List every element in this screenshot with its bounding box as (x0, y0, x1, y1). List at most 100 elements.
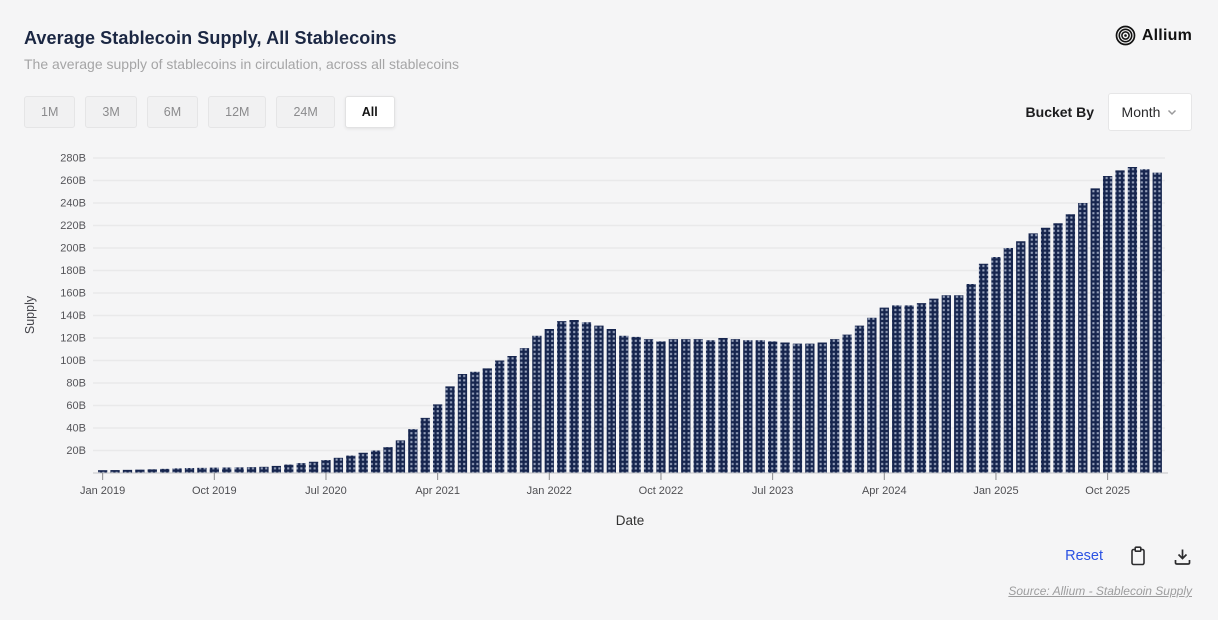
bar[interactable]: Dec 2025: 272B (1127, 167, 1138, 473)
bar[interactable]: Jan 2021: 29B (395, 440, 406, 473)
bar[interactable]: May 2024: 149B (892, 305, 902, 473)
chart-canvas[interactable]: 20B 40B 60B 80B 100B 120B 140B 160B 180B 200B 220B… (0, 145, 1218, 535)
bar[interactable]: Feb 2019: 2.6B (110, 470, 120, 473)
bar[interactable]: Apr 2020: 7.5B (284, 464, 294, 473)
bar[interactable]: Nov 2025: 269B (1115, 170, 1125, 473)
bar[interactable]: Jun 2020: 10B (308, 461, 319, 473)
bar[interactable]: Jun 2023: 118B (755, 340, 765, 473)
bar[interactable]: Jan 2025: 192B (991, 257, 1001, 473)
supply-bar-chart[interactable]: 20B 40B 60B 80B 100B 120B 140B 160B 180B 200B 220B… (0, 145, 1218, 535)
bar[interactable]: Sep 2020: 15.5B (346, 455, 356, 473)
bar[interactable]: Dec 2023: 119B (830, 339, 840, 473)
bar[interactable]: Jun 2025: 222B (1053, 223, 1063, 473)
bar[interactable]: Jul 2020: 11.5B (321, 460, 331, 473)
range-button-1m[interactable]: 1M (24, 96, 76, 128)
bar[interactable]: Mar 2022: 136B (569, 320, 579, 473)
bar[interactable]: Apr 2022: 134B (581, 322, 592, 473)
range-button-3m[interactable]: 3M (85, 96, 137, 128)
range-button-24m[interactable]: 24M (276, 96, 335, 128)
bar[interactable]: Dec 2024: 186B (978, 263, 989, 473)
reset-button[interactable]: Reset (1065, 548, 1103, 564)
bar[interactable]: Jul 2024: 151B (916, 303, 927, 473)
bar[interactable]: Apr 2021: 61B (432, 404, 443, 473)
bar[interactable]: Jul 2022: 122B (619, 335, 629, 473)
range-button-6m[interactable]: 6M (146, 96, 199, 128)
bar[interactable]: May 2022: 131B (594, 325, 604, 473)
bar[interactable]: Jan 2019: 2.5B (98, 470, 108, 473)
bar[interactable]: Mar 2023: 120B (718, 338, 728, 473)
bar[interactable]: Mar 2024: 138B (867, 317, 877, 473)
bar[interactable]: Aug 2025: 240B (1078, 203, 1088, 473)
bar[interactable]: Mar 2019: 2.8B (122, 469, 133, 473)
bar[interactable]: Jul 2023: 117B (767, 341, 778, 473)
bar[interactable]: May 2023: 118B (743, 340, 753, 473)
bar[interactable]: Oct 2021: 104B (507, 356, 517, 473)
bar[interactable]: Jun 2024: 149B (904, 305, 914, 473)
bar[interactable]: Jul 2021: 90B (470, 371, 480, 473)
bar[interactable]: Oct 2023: 115B (805, 343, 815, 473)
bar[interactable]: Dec 2021: 122B (532, 335, 542, 473)
bar[interactable]: Nov 2022: 119B (668, 339, 679, 473)
bar[interactable]: Mar 2025: 206B (1016, 241, 1026, 473)
bar[interactable]: Feb 2026: 267B (1152, 172, 1162, 473)
bar[interactable]: Oct 2024: 158B (954, 295, 964, 473)
download-button[interactable] (1173, 547, 1192, 566)
bar[interactable]: Feb 2024: 131B (854, 325, 865, 473)
bar[interactable]: Feb 2023: 118B (705, 340, 716, 473)
bar[interactable]: Jan 2026: 270B (1140, 169, 1150, 473)
bar[interactable]: Feb 2025: 200B (1003, 248, 1014, 473)
bar[interactable]: Dec 2020: 23B (383, 447, 393, 473)
bar[interactable]: May 2020: 8.8B (296, 463, 306, 473)
bar[interactable]: Oct 2020: 18B (358, 452, 368, 473)
bar[interactable]: Apr 2025: 213B (1028, 233, 1038, 473)
bar[interactable]: Oct 2025: 264B (1102, 176, 1113, 473)
y-tick-label: 60B (66, 400, 86, 412)
bar[interactable]: Feb 2021: 39B (408, 429, 418, 473)
bar[interactable]: Aug 2024: 155B (929, 298, 939, 473)
bar[interactable]: Apr 2023: 119B (730, 339, 741, 473)
bar[interactable]: Oct 2019: 4.8B (209, 467, 219, 473)
bar[interactable]: Jun 2021: 88B (457, 374, 468, 473)
bar[interactable]: Jan 2024: 123B (842, 334, 852, 473)
bar[interactable]: Sep 2023: 115B (792, 343, 803, 473)
bar[interactable]: Jul 2025: 230B (1065, 214, 1076, 473)
bar[interactable]: Sep 2019: 4.6B (197, 467, 207, 473)
bar[interactable]: Dec 2019: 5B (234, 467, 244, 473)
bar[interactable]: Feb 2022: 135B (557, 321, 567, 473)
range-button-all[interactable]: All (344, 96, 395, 128)
bar[interactable]: Jun 2019: 3.7B (160, 468, 170, 473)
bar[interactable]: Aug 2019: 4.4B (184, 468, 195, 473)
bar[interactable]: Aug 2021: 93B (482, 368, 492, 473)
bar[interactable]: Nov 2024: 168B (966, 284, 976, 473)
bar[interactable]: Aug 2020: 13.5B (333, 457, 344, 473)
bar[interactable]: Dec 2022: 119B (681, 339, 691, 473)
bar[interactable]: Mar 2021: 49B (420, 417, 430, 473)
bar[interactable]: Jan 2020: 5.2B (246, 467, 257, 473)
bar[interactable]: Mar 2020: 6.3B (271, 465, 282, 473)
bar[interactable]: Nov 2020: 20B (370, 450, 381, 474)
bar[interactable]: Nov 2019: 4.9B (222, 467, 232, 473)
bar[interactable]: May 2025: 218B (1040, 227, 1051, 473)
bar[interactable]: Feb 2020: 5.5B (259, 466, 269, 473)
bar[interactable]: Jun 2022: 128B (606, 329, 616, 473)
bar[interactable]: Jan 2022: 128B (544, 329, 554, 473)
bar[interactable]: Nov 2023: 116B (817, 342, 827, 474)
bar[interactable]: Apr 2024: 147B (879, 307, 889, 473)
bar[interactable]: Sep 2021: 100B (495, 360, 505, 474)
bar[interactable]: Jul 2019: 4.1B (172, 468, 182, 473)
bucket-by-select[interactable]: Month (1108, 93, 1192, 131)
source-link[interactable]: Source: Allium - Stablecoin Supply (1008, 584, 1192, 598)
bar[interactable]: Aug 2023: 116B (780, 342, 790, 474)
bar[interactable]: Aug 2022: 121B (631, 336, 641, 473)
bar[interactable]: May 2019: 3.3B (147, 469, 157, 473)
bar[interactable]: Nov 2021: 111B (519, 348, 530, 473)
bar[interactable]: Apr 2019: 3B (135, 469, 145, 473)
bar[interactable]: Sep 2025: 253B (1090, 188, 1100, 473)
range-button-12m[interactable]: 12M (208, 96, 267, 128)
bar[interactable]: Sep 2024: 158B (941, 295, 951, 473)
bar[interactable]: May 2021: 77B (445, 386, 455, 473)
bar[interactable]: Jan 2023: 119B (693, 339, 703, 473)
bar[interactable]: Sep 2022: 119B (643, 339, 654, 473)
copy-to-clipboard-button[interactable] (1129, 546, 1147, 566)
bar[interactable]: Oct 2022: 117B (656, 341, 666, 473)
